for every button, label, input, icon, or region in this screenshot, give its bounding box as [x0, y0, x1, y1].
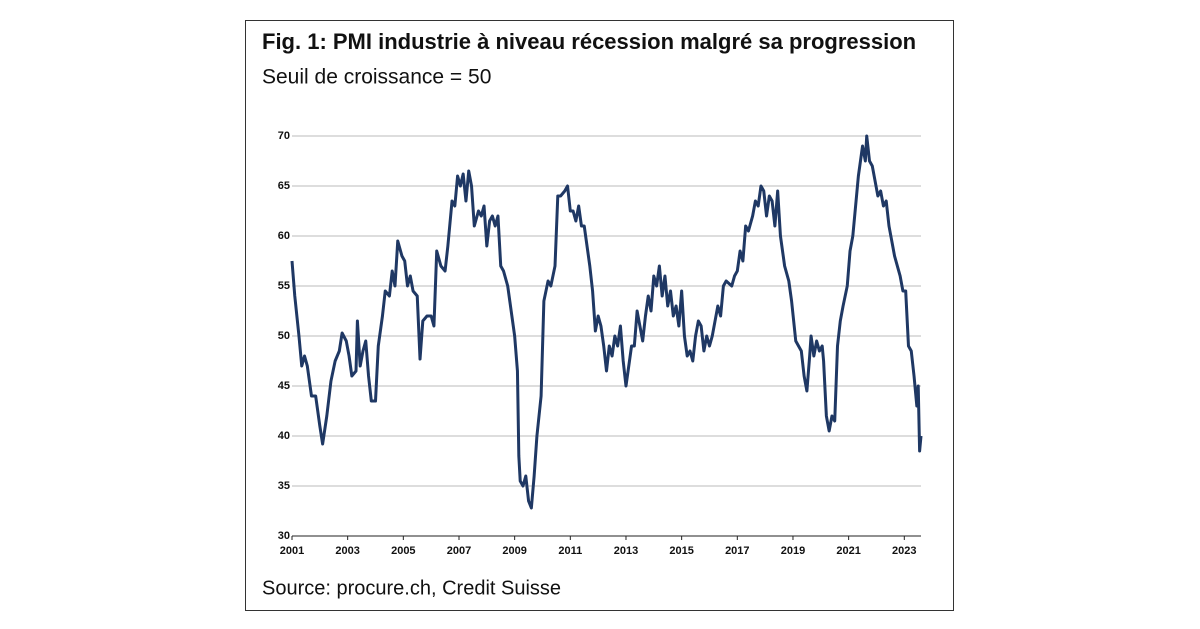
data-line [290, 134, 923, 510]
y-tick-label: 45 [278, 380, 290, 392]
y-tick-label: 65 [278, 180, 290, 192]
x-tick-label: 2021 [836, 545, 860, 557]
chart-subtitle: Seuil de croissance = 50 [262, 66, 491, 89]
x-tick-label: 2011 [558, 545, 582, 557]
x-tick-label: 2005 [391, 545, 415, 557]
x-tick-label: 2023 [892, 545, 916, 557]
y-tick-label: 30 [278, 530, 290, 542]
x-tick-label: 2013 [614, 545, 638, 557]
x-tick-label: 2009 [502, 545, 526, 557]
y-tick-label: 40 [278, 430, 290, 442]
y-tick-label: 35 [278, 480, 290, 492]
x-tick-label: 2015 [669, 545, 693, 557]
y-tick-label: 50 [278, 330, 290, 342]
y-tick-label: 60 [278, 230, 290, 242]
x-tick-label: 2001 [280, 545, 304, 557]
source-note: Source: procure.ch, Credit Suisse [262, 577, 561, 599]
x-tick-label: 2019 [781, 545, 805, 557]
chart-title: Fig. 1: PMI industrie à niveau récession… [262, 29, 916, 54]
x-tick-label: 2003 [335, 545, 359, 557]
y-tick-label: 70 [278, 130, 290, 142]
y-tick-label: 55 [278, 280, 290, 292]
x-tick-label: 2017 [725, 545, 749, 557]
frame [245, 20, 954, 611]
x-tick-label: 2007 [447, 545, 471, 557]
